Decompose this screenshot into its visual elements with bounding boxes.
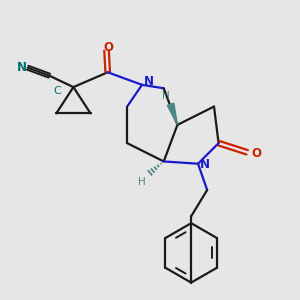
Text: O: O (251, 147, 261, 160)
Text: H: H (138, 177, 146, 187)
Text: H: H (162, 91, 170, 101)
Text: C: C (53, 85, 61, 96)
Text: O: O (104, 40, 114, 54)
Polygon shape (167, 103, 177, 125)
Text: N: N (144, 75, 154, 88)
Text: N: N (200, 158, 210, 171)
Text: N: N (17, 61, 27, 74)
